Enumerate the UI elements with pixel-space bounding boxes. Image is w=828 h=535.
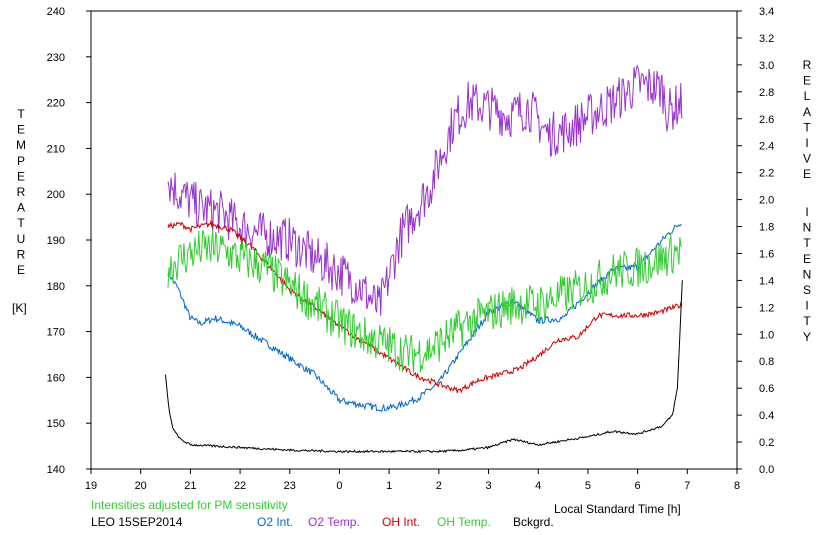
- y-left-tick-label: 230: [47, 52, 65, 64]
- x-tick-label: 20: [135, 480, 147, 492]
- y-left-title-letter: T: [17, 107, 25, 121]
- y-left-tick-label: 200: [47, 189, 65, 201]
- x-tick-label: 3: [485, 480, 491, 492]
- y-right-tick-label: 3.4: [759, 6, 774, 18]
- series-o2-temp: [167, 64, 683, 316]
- y-right-title-letter: N: [803, 267, 812, 281]
- y-right-title-letter: R: [803, 58, 812, 72]
- y-left-tick-label: 170: [47, 327, 65, 339]
- y-left-tick-label: 210: [47, 143, 65, 155]
- y-right-title-letter: T: [803, 314, 811, 328]
- y-left-unit-label: [K]: [12, 301, 27, 315]
- y-right-tick-label: 1.2: [759, 302, 774, 314]
- y-left-title-letter: M: [16, 138, 26, 152]
- series-bckgrd: [165, 280, 683, 454]
- series-layer: [165, 64, 683, 454]
- y-left-tick-label: 180: [47, 281, 65, 293]
- series-oh-int: [167, 219, 683, 394]
- x-tick-label: 4: [535, 480, 541, 492]
- y-left-title-letter: T: [17, 216, 25, 230]
- x-tick-label: 19: [85, 480, 97, 492]
- y-right-title-letter: A: [803, 105, 811, 119]
- legend-item: OH Temp.: [437, 515, 491, 529]
- y-right-tick-label: 0.2: [759, 437, 774, 449]
- y-right-tick-label: 1.0: [759, 329, 774, 341]
- y-left-tick-label: 240: [47, 6, 65, 18]
- y-left-title-letter: R: [17, 247, 26, 261]
- x-axis-title: Local Standard Time [h]: [554, 502, 681, 516]
- x-tick-label: 1: [386, 480, 392, 492]
- y-right-title-letter: E: [803, 74, 811, 88]
- y-left-title-letter: R: [17, 185, 26, 199]
- y-left-title-letter: E: [17, 263, 25, 277]
- y-left-title-letter: P: [17, 154, 25, 168]
- y-right-tick-label: 2.8: [759, 87, 774, 99]
- y-right-title-letter: E: [803, 252, 811, 266]
- y-right-tick-label: 3.0: [759, 60, 774, 72]
- y-right-tick-label: 0.6: [759, 383, 774, 395]
- y-right-title-letter: L: [804, 89, 811, 103]
- x-tick-label: 22: [234, 480, 246, 492]
- x-tick-label: 23: [284, 480, 296, 492]
- y-right-tick-label: 0.0: [759, 464, 774, 476]
- x-tick-label: 21: [184, 480, 196, 492]
- y-right-title-letter: I: [805, 136, 808, 150]
- y-right-title-letter: V: [803, 152, 811, 166]
- x-tick-label: 7: [684, 480, 690, 492]
- y-left-title-letter: E: [17, 123, 25, 137]
- y-right-title-letter: I: [805, 299, 808, 313]
- y-right-tick-label: 1.6: [759, 248, 774, 260]
- x-tick-label: 5: [585, 480, 591, 492]
- x-tick-label: 8: [734, 480, 740, 492]
- x-tick-label: 0: [336, 480, 342, 492]
- y-right-tick-label: 3.2: [759, 33, 774, 45]
- legend-item: OH Int.: [382, 515, 420, 529]
- legend: O2 Int. O2 Temp. OH Int. OH Temp. Bckgrd.: [257, 515, 554, 529]
- y-right-tick-label: 2.2: [759, 168, 774, 180]
- y-right-title-letter: E: [803, 167, 811, 181]
- y-right-tick-label: 1.8: [759, 222, 774, 234]
- y-left-tick-label: 190: [47, 235, 65, 247]
- y-left-title-letter: E: [17, 169, 25, 183]
- y-right-tick-label: 2.0: [759, 195, 774, 207]
- station-label: LEO 15SEP2014: [91, 515, 183, 529]
- y-left-title-letter: U: [17, 232, 26, 246]
- y-left-tick-label: 150: [47, 418, 65, 430]
- legend-item: O2 Int.: [257, 515, 293, 529]
- y-right-title-letter: I: [805, 205, 808, 219]
- x-tick-label: 6: [635, 480, 641, 492]
- y-right-tick-label: 2.4: [759, 141, 774, 153]
- series-oh-temp: [167, 229, 683, 373]
- y-right-tick-label: 0.8: [759, 356, 774, 368]
- y-right-tick-label: 0.4: [759, 410, 774, 422]
- y-right-title-letter: N: [803, 221, 812, 235]
- y-left-tick-label: 160: [47, 372, 65, 384]
- y-right-tick-label: 1.4: [759, 275, 774, 287]
- y-right-tick-label: 2.6: [759, 114, 774, 126]
- y-right-title-letter: T: [803, 120, 811, 134]
- axes: 19 20 21 22 23 0 1 2 3 4 5 6 7 8140150160170180190200…: [47, 6, 775, 492]
- x-tick-label: 2: [436, 480, 442, 492]
- y-left-title-letter: A: [17, 201, 25, 215]
- y-right-title-letter: T: [803, 236, 811, 250]
- note-label: Intensities adjusted for PM sensitivity: [91, 498, 288, 512]
- y-left-tick-label: 220: [47, 98, 65, 110]
- y-right-title-letter: Y: [803, 330, 811, 344]
- y-right-title-letter: S: [803, 283, 811, 297]
- legend-item: O2 Temp.: [308, 515, 360, 529]
- legend-item: Bckgrd.: [513, 515, 554, 529]
- y-left-tick-label: 140: [47, 464, 65, 476]
- series-o2-int: [167, 224, 682, 413]
